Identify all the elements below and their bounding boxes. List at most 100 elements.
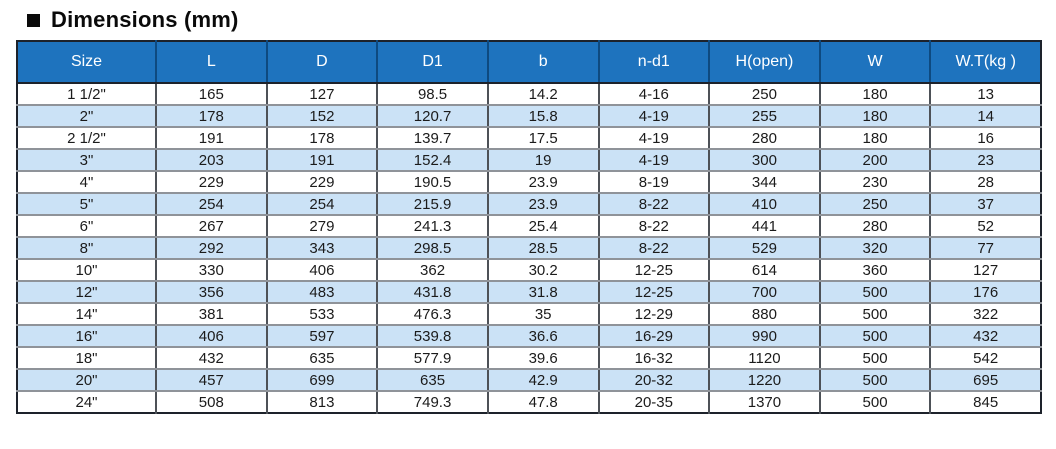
table-row: 4" 229 229 190.5 23.9 8-19 344 230 28 [17,171,1041,194]
value-cell: 152.4 [377,149,489,172]
value-cell: 139.7 [377,127,489,150]
value-cell: 1120 [709,347,821,370]
size-cell: 5" [17,193,157,216]
value-cell: 292 [156,237,268,260]
value-cell: 23.9 [487,193,600,216]
table-row: 2" 178 152 120.7 15.8 4-19 255 180 14 [17,105,1041,128]
value-cell: 17.5 [487,127,600,150]
table-row: 24" 508 813 749.3 47.8 20-35 1370 500 845 [17,391,1041,413]
value-cell: 4-16 [598,83,711,106]
table-row: 14" 381 533 476.3 35 12-29 880 500 322 [17,303,1041,326]
size-cell: 2" [17,105,157,128]
value-cell: 23 [930,149,1041,172]
value-cell: 749.3 [377,391,489,413]
value-cell: 20-35 [598,391,711,413]
value-cell: 19 [487,149,600,172]
value-cell: 241.3 [377,215,489,238]
size-cell: 2 1/2" [17,127,157,150]
column-header: b [487,41,600,84]
value-cell: 597 [266,325,379,348]
value-cell: 356 [156,281,268,304]
value-cell: 432 [930,325,1041,348]
value-cell: 178 [156,105,268,128]
value-cell: 16-29 [598,325,711,348]
value-cell: 813 [266,391,379,413]
value-cell: 500 [819,281,932,304]
value-cell: 14.2 [487,83,600,106]
value-cell: 191 [156,127,268,150]
value-cell: 16-32 [598,347,711,370]
table-row: 12" 356 483 431.8 31.8 12-25 700 500 176 [17,281,1041,304]
value-cell: 483 [266,281,379,304]
size-cell: 1 1/2" [17,83,157,106]
value-cell: 180 [819,105,932,128]
column-header: W [819,41,932,84]
value-cell: 500 [819,303,932,326]
value-cell: 500 [819,347,932,370]
size-cell: 24" [17,391,157,413]
table-row: 8" 292 343 298.5 28.5 8-22 529 320 77 [17,237,1041,260]
value-cell: 577.9 [377,347,489,370]
value-cell: 476.3 [377,303,489,326]
value-cell: 441 [709,215,821,238]
table-row: 16" 406 597 539.8 36.6 16-29 990 500 432 [17,325,1041,348]
value-cell: 127 [930,259,1041,282]
size-cell: 3" [17,149,157,172]
value-cell: 176 [930,281,1041,304]
table-row: 2 1/2" 191 178 139.7 17.5 4-19 280 180 16 [17,127,1041,150]
value-cell: 845 [930,391,1041,413]
value-cell: 180 [819,127,932,150]
value-cell: 343 [266,237,379,260]
value-cell: 37 [930,193,1041,216]
value-cell: 13 [930,83,1041,106]
value-cell: 200 [819,149,932,172]
value-cell: 500 [819,325,932,348]
value-cell: 4-19 [598,105,711,128]
table-row: 20" 457 699 635 42.9 20-32 1220 500 695 [17,369,1041,392]
value-cell: 52 [930,215,1041,238]
table-row: 10" 330 406 362 30.2 12-25 614 360 127 [17,259,1041,282]
value-cell: 191 [266,149,379,172]
size-cell: 14" [17,303,157,326]
table-row: 5" 254 254 215.9 23.9 8-22 410 250 37 [17,193,1041,216]
value-cell: 279 [266,215,379,238]
value-cell: 14 [930,105,1041,128]
size-cell: 16" [17,325,157,348]
value-cell: 360 [819,259,932,282]
value-cell: 254 [266,193,379,216]
value-cell: 300 [709,149,821,172]
column-header: L [156,41,268,84]
value-cell: 127 [266,83,379,106]
value-cell: 635 [377,369,489,392]
value-cell: 4-19 [598,127,711,150]
value-cell: 230 [819,171,932,194]
value-cell: 255 [709,105,821,128]
value-cell: 410 [709,193,821,216]
value-cell: 178 [266,127,379,150]
value-cell: 180 [819,83,932,106]
page-title: Dimensions (mm) [51,7,239,32]
value-cell: 120.7 [377,105,489,128]
value-cell: 8-19 [598,171,711,194]
value-cell: 15.8 [487,105,600,128]
size-cell: 6" [17,215,157,238]
size-cell: 10" [17,259,157,282]
value-cell: 614 [709,259,821,282]
value-cell: 381 [156,303,268,326]
value-cell: 406 [266,259,379,282]
value-cell: 23.9 [487,171,600,194]
value-cell: 1370 [709,391,821,413]
size-cell: 12" [17,281,157,304]
value-cell: 20-32 [598,369,711,392]
value-cell: 203 [156,149,268,172]
value-cell: 330 [156,259,268,282]
value-cell: 700 [709,281,821,304]
value-cell: 229 [156,171,268,194]
size-cell: 4" [17,171,157,194]
value-cell: 39.6 [487,347,600,370]
column-header: Size [17,41,157,84]
value-cell: 280 [819,215,932,238]
column-header: H(open) [709,41,821,84]
size-cell: 18" [17,347,157,370]
value-cell: 28 [930,171,1041,194]
